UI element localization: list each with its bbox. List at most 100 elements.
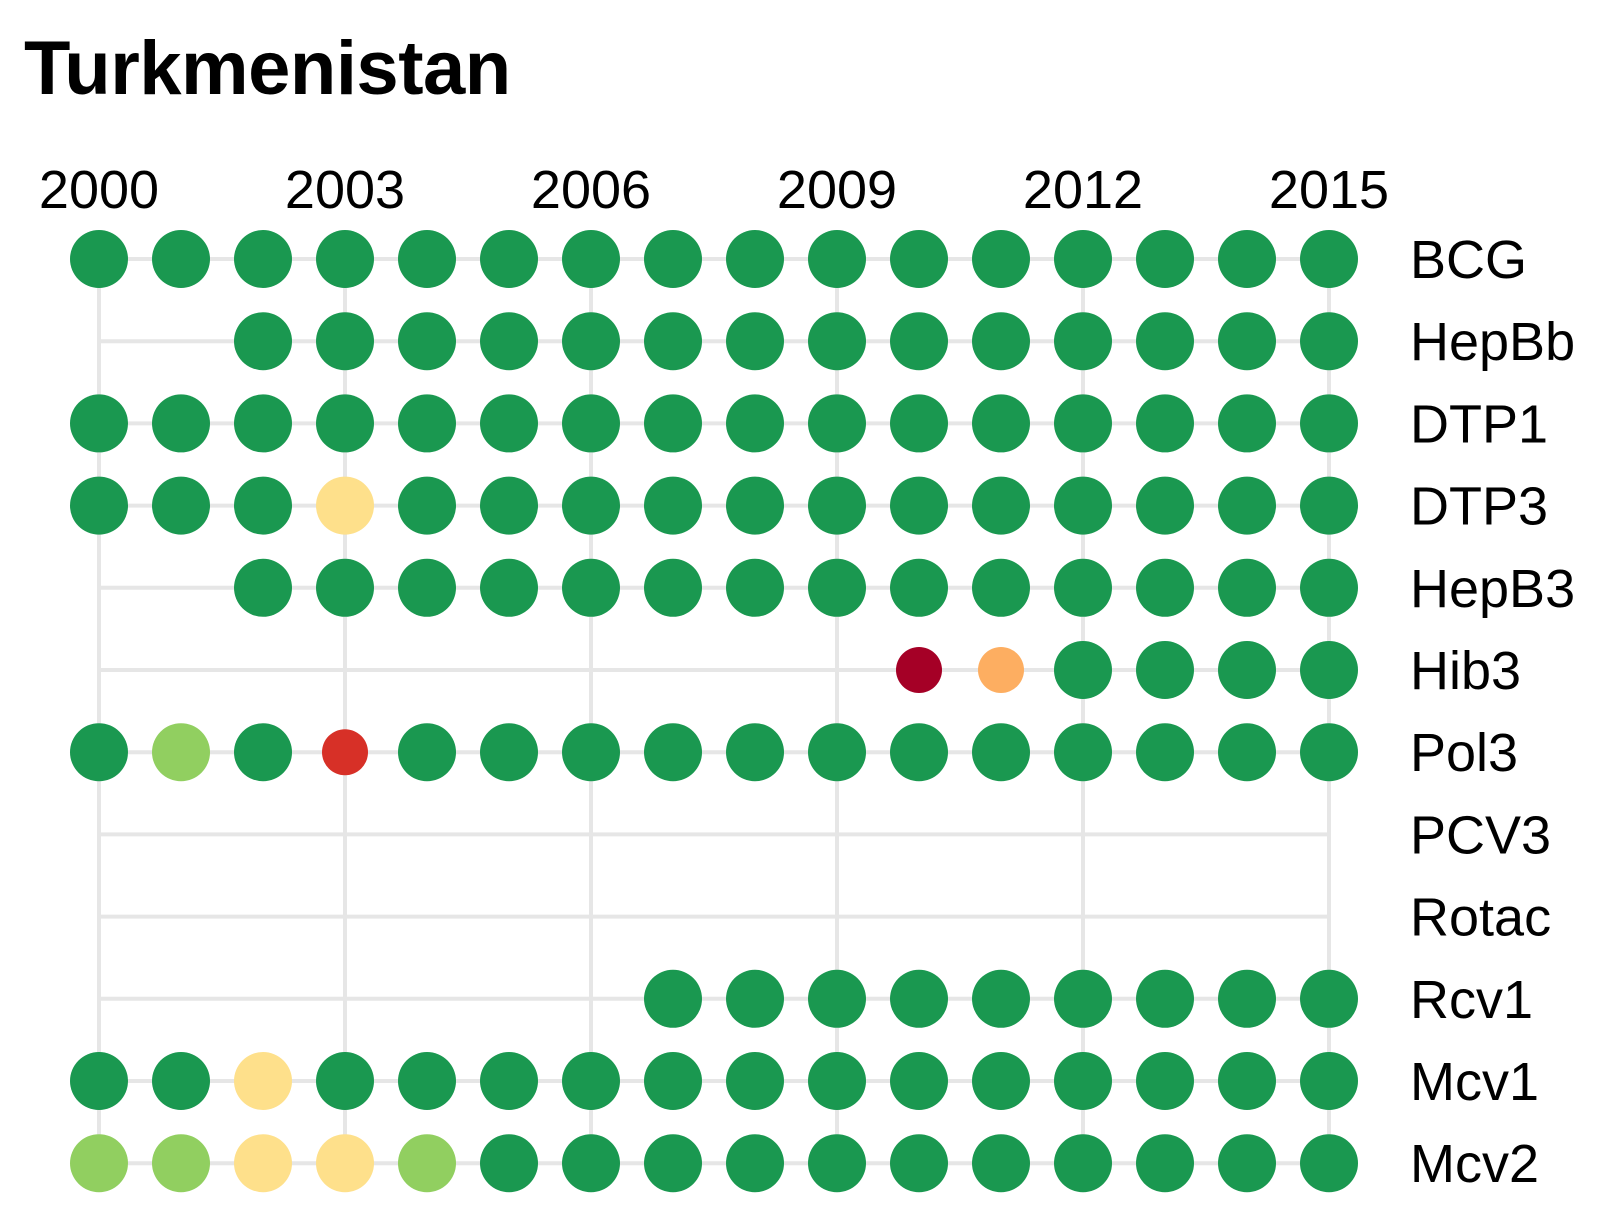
dot-mcv2-2005	[480, 1134, 538, 1193]
dot-mcv1-2014	[1218, 1052, 1276, 1110]
dot-hepb3-2009	[808, 558, 866, 617]
dot-pol3-2014	[1218, 723, 1276, 782]
dots	[70, 230, 1358, 1193]
dot-bcg-2000	[70, 230, 128, 288]
dot-hepbb-2007	[644, 312, 702, 371]
row-label-hepbb: HepBb	[1410, 312, 1575, 372]
dot-mcv2-2010	[890, 1134, 948, 1193]
x-tick-label: 2003	[285, 160, 405, 220]
row-label-pol3: Pol3	[1410, 723, 1518, 783]
dot-dtp3-2006	[562, 476, 620, 535]
dot-mcv2-2001	[152, 1134, 210, 1193]
dot-pol3-2003	[322, 729, 368, 776]
dot-pol3-2011	[972, 723, 1030, 782]
x-axis-ticks: 2000 2003 2006 2009 2012 2015	[39, 160, 1389, 220]
dot-dtp1-2008	[726, 394, 784, 453]
row-label-hib3: Hib3	[1410, 641, 1521, 701]
dot-hepb3-2006	[562, 558, 620, 617]
dot-dtp3-2015	[1300, 476, 1358, 535]
dot-mcv1-2013	[1136, 1052, 1194, 1110]
dot-dtp3-2009	[808, 476, 866, 535]
dot-bcg-2006	[562, 230, 620, 288]
dot-dtp1-2015	[1300, 394, 1358, 453]
dot-mcv2-2006	[562, 1134, 620, 1193]
dot-bcg-2015	[1300, 230, 1358, 288]
dot-mcv2-2012	[1054, 1134, 1112, 1193]
dot-rcv1-2007	[644, 969, 702, 1028]
dot-dtp3-2007	[644, 476, 702, 535]
dot-dtp3-2001	[152, 476, 210, 535]
dot-mcv2-2011	[972, 1134, 1030, 1193]
row-label-bcg: BCG	[1410, 230, 1527, 290]
dot-hib3-2013	[1136, 641, 1194, 699]
dot-hepb3-2013	[1136, 558, 1194, 617]
dot-hib3-2012	[1054, 641, 1112, 699]
dot-mcv2-2003	[316, 1134, 374, 1193]
dot-mcv2-2007	[644, 1134, 702, 1193]
dot-hepbb-2008	[726, 312, 784, 371]
dot-dtp3-2011	[972, 476, 1030, 535]
row-label-hepb3: HepB3	[1410, 559, 1575, 619]
dot-mcv1-2010	[890, 1052, 948, 1110]
dot-dtp3-2003	[316, 476, 374, 535]
dot-pol3-2000	[70, 723, 128, 782]
dot-mcv1-2003	[316, 1052, 374, 1110]
x-tick-label: 2015	[1269, 160, 1389, 220]
dot-bcg-2004	[398, 230, 456, 288]
dot-dtp3-2010	[890, 476, 948, 535]
row-label-dtp3: DTP3	[1410, 477, 1548, 537]
x-tick-label: 2009	[777, 160, 897, 220]
dot-hepbb-2010	[890, 312, 948, 371]
dot-pol3-2004	[398, 723, 456, 782]
dot-mcv1-2011	[972, 1052, 1030, 1110]
dot-bcg-2003	[316, 230, 374, 288]
dot-hepb3-2010	[890, 558, 948, 617]
dot-hepbb-2013	[1136, 312, 1194, 371]
dot-mcv1-2009	[808, 1052, 866, 1110]
dot-hepb3-2003	[316, 558, 374, 617]
dot-bcg-2007	[644, 230, 702, 288]
dot-hepb3-2007	[644, 558, 702, 617]
dot-dtp1-2006	[562, 394, 620, 453]
dot-pol3-2006	[562, 723, 620, 782]
dot-mcv1-2012	[1054, 1052, 1112, 1110]
dot-dtp1-2011	[972, 394, 1030, 453]
dot-hepb3-2014	[1218, 558, 1276, 617]
dot-mcv2-2008	[726, 1134, 784, 1193]
dot-pol3-2005	[480, 723, 538, 782]
dot-dtp1-2002	[234, 394, 292, 453]
chart-title: Turkmenistan	[24, 26, 511, 111]
dot-dtp3-2012	[1054, 476, 1112, 535]
dot-dtp3-2004	[398, 476, 456, 535]
dot-dtp1-2012	[1054, 394, 1112, 453]
dot-pol3-2001	[152, 723, 210, 782]
dot-mcv1-2001	[152, 1052, 210, 1110]
dot-dtp3-2000	[70, 476, 128, 535]
dot-pol3-2008	[726, 723, 784, 782]
dot-pol3-2012	[1054, 723, 1112, 782]
dot-mcv2-2015	[1300, 1134, 1358, 1193]
dot-hepb3-2015	[1300, 558, 1358, 617]
dot-hepbb-2004	[398, 312, 456, 371]
dot-bcg-2002	[234, 230, 292, 288]
x-tick-label: 2012	[1023, 160, 1143, 220]
dot-mcv2-2014	[1218, 1134, 1276, 1193]
dot-bcg-2001	[152, 230, 210, 288]
dot-hepbb-2009	[808, 312, 866, 371]
dot-dtp1-2001	[152, 394, 210, 453]
dot-mcv1-2007	[644, 1052, 702, 1110]
dot-mcv1-2015	[1300, 1052, 1358, 1110]
dot-dtp3-2013	[1136, 476, 1194, 535]
x-tick-label: 2000	[39, 160, 159, 220]
dot-pol3-2007	[644, 723, 702, 782]
dot-bcg-2010	[890, 230, 948, 288]
dot-hepbb-2012	[1054, 312, 1112, 371]
dot-dtp1-2013	[1136, 394, 1194, 453]
dot-pol3-2009	[808, 723, 866, 782]
dot-dtp3-2008	[726, 476, 784, 535]
dot-hib3-2014	[1218, 641, 1276, 699]
dot-rcv1-2014	[1218, 969, 1276, 1028]
dot-rcv1-2009	[808, 969, 866, 1028]
dot-dtp3-2002	[234, 476, 292, 535]
